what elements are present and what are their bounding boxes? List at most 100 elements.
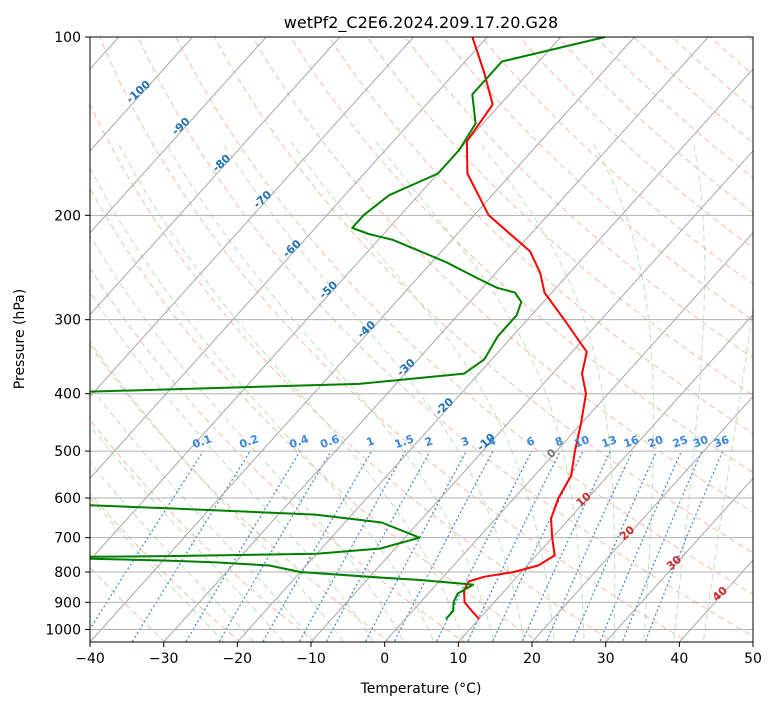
y-tick-label: 1000 [45, 622, 81, 638]
isotherm-label: -100 [124, 78, 153, 106]
y-tick-label: 900 [54, 595, 81, 611]
isotherm-gridline [90, 37, 635, 642]
y-tick-label: 600 [54, 491, 81, 507]
isotherm-label: -30 [394, 356, 418, 379]
moist-adiabat [90, 384, 315, 642]
mixing-ratio-label: 10 [572, 433, 591, 451]
mixing-ratio-label: 1.5 [393, 432, 416, 451]
dry-adiabat [90, 418, 316, 642]
mixing-ratio-label: 3 [459, 434, 471, 449]
y-tick-label: 500 [54, 444, 81, 460]
mixing-ratio-label: 0.2 [238, 432, 261, 451]
mixing-ratio-label: 16 [622, 433, 641, 451]
isotherm-label: -50 [317, 278, 341, 301]
mixing-ratio-label: 0.6 [318, 432, 341, 451]
dry-adiabat [480, 37, 753, 285]
y-tick-label: 400 [54, 387, 81, 403]
mixing-ratio-line [644, 450, 724, 642]
dry-adiabat [557, 37, 753, 214]
x-tick-label: 30 [597, 651, 615, 667]
isotherm-gridline [310, 150, 753, 642]
isotherm-gridline [531, 395, 753, 642]
mixing-ratio-label: 2 [423, 434, 435, 449]
mixing-ratio-line [599, 450, 682, 642]
mixing-ratio-line [325, 450, 431, 642]
moist-adiabat [90, 496, 225, 642]
isotherm-gridline [90, 37, 414, 398]
mixing-ratio-label: 0.4 [288, 432, 311, 451]
chart-title: wetPf2_C2E6.2024.209.17.20.G28 [284, 13, 558, 33]
mixing-ratio-label: 30 [691, 433, 710, 451]
dry-adiabat [366, 37, 753, 396]
moist-adiabat [90, 340, 345, 642]
dry-adiabat [442, 37, 753, 322]
moist-adiabat [164, 141, 495, 642]
isotherm-gridline [90, 37, 488, 480]
isotherm-label: -90 [169, 115, 193, 138]
isotherm-gridline [90, 37, 193, 152]
y-tick-label: 700 [54, 531, 81, 547]
moist-adiabat [90, 291, 375, 642]
x-tick-label: 20 [523, 651, 541, 667]
dry-adiabat [404, 37, 753, 359]
moist-adiabat [290, 141, 555, 642]
isotherm-gridline [90, 37, 562, 561]
dry-adiabat [251, 37, 753, 513]
dewpoint-profile [90, 37, 606, 620]
moist-adiabat [591, 141, 655, 642]
mixing-ratio-label: 36 [712, 433, 731, 451]
dry-adiabat [137, 37, 753, 637]
isotherm-label: 20 [617, 523, 637, 543]
mixing-ratio-line [218, 450, 332, 642]
mixing-ratio-line [572, 450, 658, 642]
x-tick-label: −30 [149, 651, 179, 667]
x-tick-label: −20 [223, 651, 253, 667]
dry-adiabat [518, 37, 753, 249]
x-tick-label: −10 [296, 651, 326, 667]
isotherm-label: -60 [280, 237, 304, 260]
plot-frame [89, 36, 754, 643]
y-axis-label: Pressure (hPa) [12, 289, 28, 389]
isotherm-label: 30 [664, 553, 684, 573]
dry-adiabat [90, 187, 540, 642]
x-axis-label: Temperature (°C) [360, 681, 482, 697]
isotherm-label: -70 [251, 188, 275, 211]
moist-adiabat [116, 141, 465, 642]
mixing-ratio-line [521, 450, 611, 642]
isotherm-label: 40 [710, 584, 730, 604]
mixing-ratio-label: 20 [646, 433, 665, 451]
dry-adiabat [633, 37, 753, 144]
y-tick-label: 200 [54, 208, 81, 224]
isotherm-gridline [384, 231, 753, 642]
mixing-ratio-line [545, 450, 634, 642]
x-tick-label: 50 [744, 651, 762, 667]
dry-adiabat [90, 344, 391, 642]
isotherm-label: -20 [433, 395, 457, 418]
mixing-ratio-label: 1 [365, 434, 377, 449]
x-tick-label: −40 [75, 651, 105, 667]
moist-adiabat [673, 141, 706, 642]
moist-adiabat [90, 167, 435, 642]
isotherm-gridline [752, 641, 753, 642]
x-tick-label: 0 [380, 651, 389, 667]
x-tick-label: 10 [449, 651, 467, 667]
dry-adiabat [90, 493, 241, 642]
temperature-profile [463, 37, 588, 620]
mixing-ratio-label: 4 [486, 434, 498, 449]
mixing-ratio-line [364, 450, 467, 642]
isotherm-gridline [163, 37, 709, 642]
dry-adiabat [747, 37, 753, 42]
moist-adiabat [478, 140, 616, 642]
isotherm-gridline [236, 68, 753, 642]
isotherm-gridline [90, 37, 341, 316]
moist-adiabat [702, 305, 753, 642]
mixing-ratio-line [131, 450, 251, 642]
mixing-ratio-label: 25 [671, 433, 690, 450]
isotherm-gridline [605, 477, 753, 642]
dry-adiabat [90, 267, 465, 642]
y-tick-label: 300 [54, 313, 81, 329]
moist-adiabat [90, 234, 405, 642]
mixing-ratio-label: 6 [525, 434, 537, 449]
dry-adiabat [99, 37, 690, 642]
